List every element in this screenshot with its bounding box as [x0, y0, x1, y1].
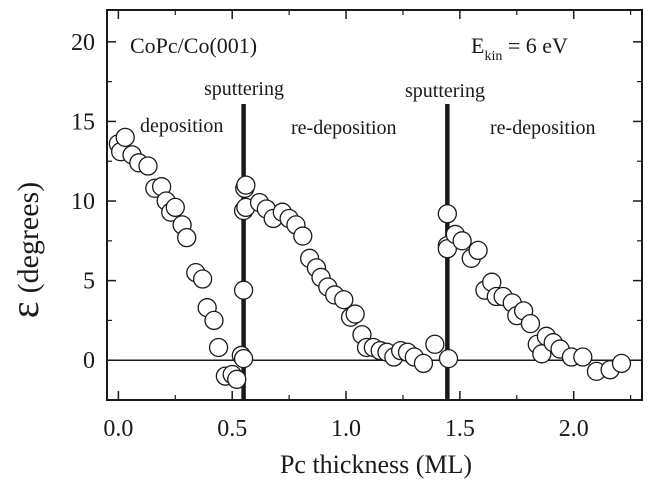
sputtering-label-2: sputtering [405, 80, 485, 102]
x-tick-label: 1.5 [445, 416, 475, 442]
y-tick-label: 10 [71, 189, 95, 215]
y-tick-label: 20 [71, 30, 95, 56]
data-point [233, 280, 254, 300]
data-point [425, 334, 445, 354]
energy-prefix: E [471, 33, 484, 58]
data-point [452, 231, 472, 251]
data-point [334, 290, 354, 310]
sample-label: CoPc/Co(001) [130, 33, 257, 58]
data-markers [108, 127, 632, 389]
data-point [611, 353, 632, 374]
data-point [520, 313, 541, 334]
x-tick-label: 0.0 [103, 416, 133, 442]
x-tick-label: 1.0 [331, 416, 361, 442]
data-point [115, 127, 135, 147]
data-point [204, 310, 224, 331]
data-point [573, 347, 593, 367]
energy-label: Ekin = 6 eV [471, 33, 568, 64]
data-point [293, 226, 313, 246]
y-tick-label: 5 [83, 269, 95, 295]
redeposition-label-2: re-deposition [490, 117, 596, 139]
deposition-label: deposition [140, 115, 223, 137]
plot-frame [106, 9, 643, 401]
plot-border [106, 9, 643, 401]
redeposition-label-1: re-deposition [291, 117, 397, 139]
axis-ticks: 0.0 0.5 1.0 1.5 2.0 0 5 10 15 20 [71, 10, 642, 442]
y-axis-symbol: ε [2, 301, 47, 318]
data-point [233, 348, 254, 369]
data-point [437, 204, 458, 224]
data-point [138, 156, 158, 176]
data-point [208, 337, 229, 358]
y-tick-label: 15 [71, 109, 95, 135]
data-point [192, 269, 213, 289]
data-point [177, 227, 197, 248]
data-point [438, 348, 459, 369]
data-point [345, 304, 365, 324]
data-point [227, 369, 247, 389]
x-axis-title: Pc thickness (ML) [280, 450, 472, 479]
data-point [468, 240, 488, 261]
data-point [236, 175, 256, 195]
energy-subscript: kin [484, 49, 502, 64]
y-axis-title: ε (degrees) [2, 182, 47, 318]
x-tick-label: 0.5 [217, 416, 247, 442]
y-tick-label: 0 [83, 348, 95, 374]
data-point [165, 197, 185, 218]
sputtering-label-1: sputtering [204, 78, 284, 100]
data-point [413, 353, 434, 374]
x-tick-label: 2.0 [559, 416, 589, 442]
energy-value: = 6 eV [502, 33, 568, 58]
y-axis-unit: (degrees) [12, 182, 45, 294]
